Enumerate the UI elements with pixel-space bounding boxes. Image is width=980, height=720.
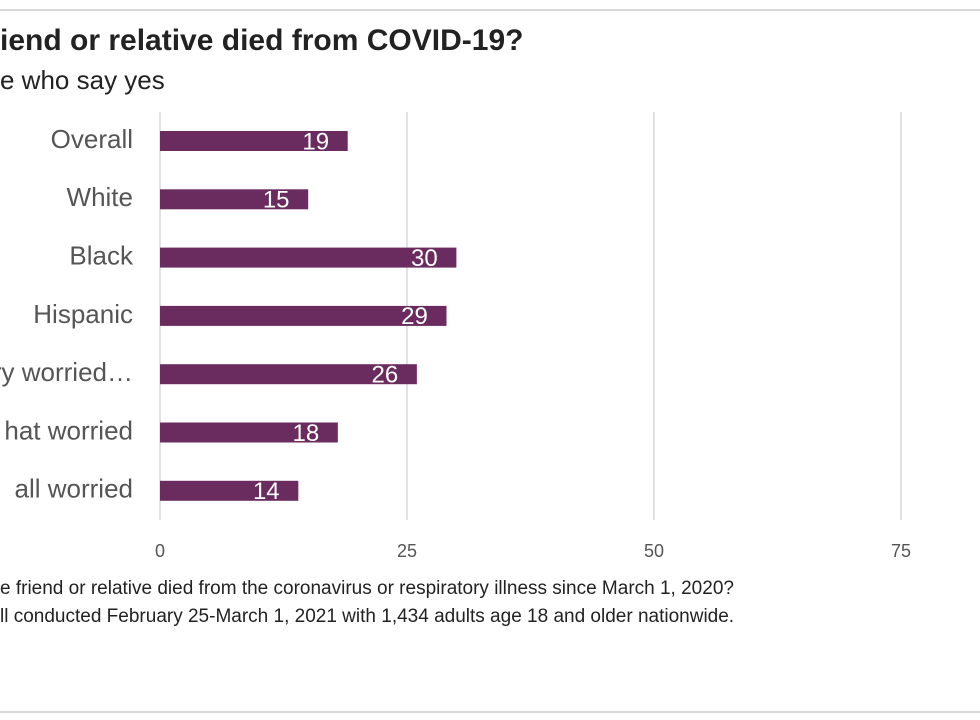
x-tick-label: 75 xyxy=(891,541,911,561)
y-tick-label: hat worried xyxy=(4,415,133,445)
bar xyxy=(160,131,348,151)
value-label: 26 xyxy=(372,362,399,389)
bar xyxy=(160,364,417,385)
chart-title: iend or relative died from COVID-19? xyxy=(0,24,523,57)
x-tick-label: 25 xyxy=(397,541,417,561)
value-label: 15 xyxy=(263,187,290,214)
x-tick-label: 0 xyxy=(155,541,165,561)
value-label: 30 xyxy=(411,245,438,272)
plot: 0 25 50 75 Overall 19 White 15 Black 30 Hispanic 29… xyxy=(0,112,911,561)
value-label: 29 xyxy=(401,303,428,330)
footnote: ll conducted February 25-March 1, 2021 w… xyxy=(0,606,734,627)
value-label: 14 xyxy=(253,478,280,505)
y-tick-label: White xyxy=(67,182,133,212)
y-tick-label: Overall xyxy=(51,124,133,154)
value-label: 19 xyxy=(302,128,329,155)
y-tick-label: Black xyxy=(69,240,134,270)
bar xyxy=(160,247,457,268)
x-tick-label: 50 xyxy=(644,541,664,561)
bar xyxy=(160,189,309,210)
y-tick-label: all worried xyxy=(15,474,134,504)
bar xyxy=(160,305,447,326)
chart-subtitle: e who say yes xyxy=(0,65,165,95)
bar xyxy=(160,422,338,443)
y-tick-label: ery worried… xyxy=(0,357,133,387)
value-label: 18 xyxy=(292,420,319,447)
bar xyxy=(160,480,299,501)
y-tick-label: Hispanic xyxy=(33,299,133,329)
footnote: e friend or relative died from the coron… xyxy=(0,578,734,599)
